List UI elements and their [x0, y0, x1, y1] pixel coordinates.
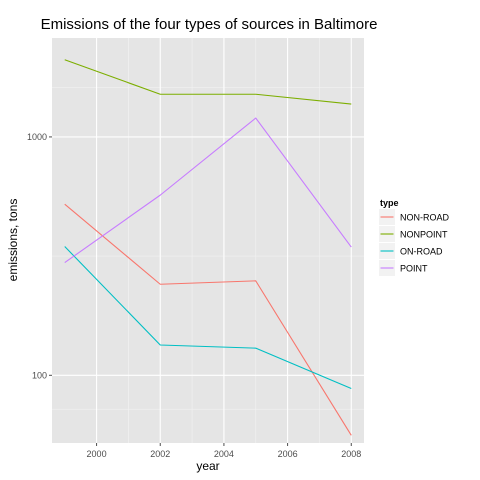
- major-grid: [52, 38, 364, 443]
- series-line-non-road: [64, 203, 352, 436]
- x-axis: 2000 2002 2004 2006 2008: [87, 443, 361, 459]
- legend-items: NON-ROAD NONPOINT ON-ROAD POINT: [379, 209, 449, 276]
- legend-label-point: POINT: [400, 264, 428, 274]
- x-axis-title: year: [196, 459, 219, 473]
- x-tick-label: 2006: [278, 449, 298, 459]
- legend-label-non-road: NON-ROAD: [400, 213, 449, 223]
- y-tick-label: 100: [32, 370, 47, 380]
- y-axis-title: emissions, tons: [6, 199, 20, 282]
- series-line-point: [64, 117, 352, 264]
- x-tick-label: 2008: [341, 449, 361, 459]
- chart-title: Emissions of the four types of sources i…: [41, 16, 378, 33]
- legend: type NON-ROAD NONPOINT ON-ROAD POINT: [379, 198, 449, 276]
- minor-grid: [52, 38, 364, 443]
- series-line-on-road: [64, 246, 352, 390]
- x-tick-label: 2000: [87, 449, 107, 459]
- y-tick-label: 1000: [27, 132, 47, 142]
- y-axis: 100 1000: [27, 132, 52, 380]
- series-line-nonpoint: [64, 59, 352, 105]
- series-lines: [64, 59, 352, 436]
- x-tick-label: 2002: [150, 449, 170, 459]
- legend-label-nonpoint: NONPOINT: [400, 230, 448, 240]
- legend-title: type: [380, 198, 399, 208]
- legend-label-on-road: ON-ROAD: [400, 247, 443, 257]
- plot-panel: [52, 38, 364, 443]
- x-tick-label: 2004: [214, 449, 234, 459]
